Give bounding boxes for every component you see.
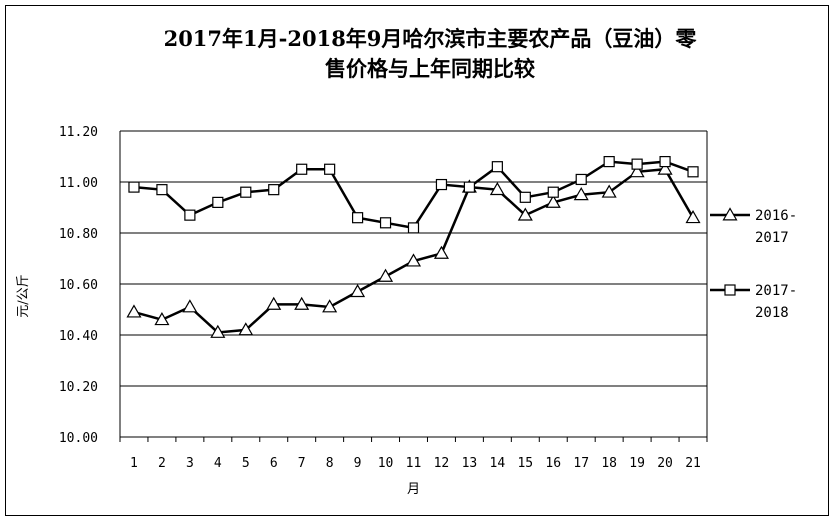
legend-label-1: 2016- — [755, 208, 797, 224]
series-1-point — [182, 299, 198, 313]
x-tick-label: 8 — [326, 456, 334, 471]
series-1-point — [126, 304, 142, 318]
chart-title-line-2: 售价格与上年同期比较 — [325, 56, 535, 81]
series-1-point — [266, 296, 282, 310]
x-tick-label: 3 — [186, 456, 194, 471]
x-tick-label: 1 — [130, 456, 138, 471]
series-2-point — [324, 163, 336, 175]
series-1-point — [657, 161, 673, 175]
series-2-point — [519, 191, 531, 203]
series-2-point — [491, 161, 503, 173]
series-2-point — [156, 184, 168, 196]
y-tick-label: 11.20 — [59, 125, 98, 140]
series-2-point — [184, 209, 196, 221]
x-tick-label: 2 — [158, 456, 166, 471]
series-2-point — [212, 196, 224, 208]
x-tick-label: 16 — [545, 456, 561, 471]
series-2-point — [296, 163, 308, 175]
series-2-point — [407, 222, 420, 234]
series-1-point — [210, 324, 226, 338]
series-1-point — [405, 253, 422, 267]
x-tick-label: 13 — [462, 456, 478, 471]
y-tick-label: 10.20 — [59, 380, 98, 395]
series-2-point — [435, 178, 448, 191]
x-tick-label: 5 — [242, 456, 250, 471]
chart-title-line-1: 2017年1月-2018年9月哈尔滨市主要农产品（豆油）零 — [163, 26, 697, 51]
y-tick-label: 10.60 — [59, 278, 98, 293]
x-tick-label: 10 — [378, 456, 394, 471]
series-1-point — [154, 311, 170, 326]
series-1-point — [294, 296, 310, 310]
legend-label-1: 2017 — [755, 230, 789, 246]
x-tick-label: 15 — [517, 456, 533, 471]
x-tick-label: 6 — [270, 456, 278, 471]
legend-label-2: 2017- — [755, 283, 797, 299]
series-2-point — [575, 173, 587, 186]
x-tick-label: 21 — [685, 456, 701, 471]
series-1-point — [573, 187, 589, 201]
series-1-point — [517, 207, 533, 221]
legend-label-2: 2018 — [755, 305, 789, 321]
x-axis-label: 月 — [407, 482, 420, 497]
x-tick-label: 14 — [490, 456, 506, 471]
series-1-point — [350, 283, 366, 298]
series-2-point — [351, 212, 364, 224]
x-tick-label: 12 — [434, 456, 450, 471]
x-tick-label: 17 — [573, 456, 589, 471]
legend-marker-2 — [724, 284, 736, 296]
series-2-point — [463, 181, 476, 193]
series-2-point — [631, 158, 643, 170]
x-tick-label: 7 — [298, 456, 306, 471]
y-tick-label: 10.80 — [59, 227, 98, 242]
series-2-point — [379, 217, 392, 229]
series-2-point — [240, 186, 252, 198]
series-2-point — [687, 166, 699, 178]
series-2-point — [128, 181, 140, 193]
series-2-point — [268, 184, 280, 196]
x-tick-label: 18 — [601, 456, 617, 471]
chart-title: 2017年1月-2018年9月哈尔滨市主要农产品（豆油）零 售价格与上年同期比较 — [90, 24, 770, 84]
x-tick-label: 20 — [657, 456, 673, 471]
series-1-point — [545, 194, 561, 208]
x-tick-label: 9 — [354, 456, 362, 471]
series-1-point — [238, 322, 254, 336]
series-2-point — [603, 156, 615, 168]
series-1-point — [489, 181, 505, 196]
series-1-point — [322, 299, 338, 313]
y-tick-label: 10.00 — [59, 431, 98, 446]
series-1-point — [433, 245, 449, 259]
x-tick-label: 19 — [629, 456, 645, 471]
y-tick-label: 10.40 — [59, 329, 98, 344]
x-tick-label: 11 — [406, 456, 422, 471]
y-tick-label: 11.00 — [59, 176, 98, 191]
series-2-point — [659, 156, 671, 168]
series-1-point — [629, 164, 645, 178]
series-1-point — [378, 268, 394, 282]
series-1-point — [601, 184, 617, 198]
series-2-point — [547, 186, 559, 198]
series-1-point — [685, 209, 701, 224]
legend-marker-1 — [722, 207, 738, 221]
x-tick-label: 4 — [214, 456, 222, 471]
